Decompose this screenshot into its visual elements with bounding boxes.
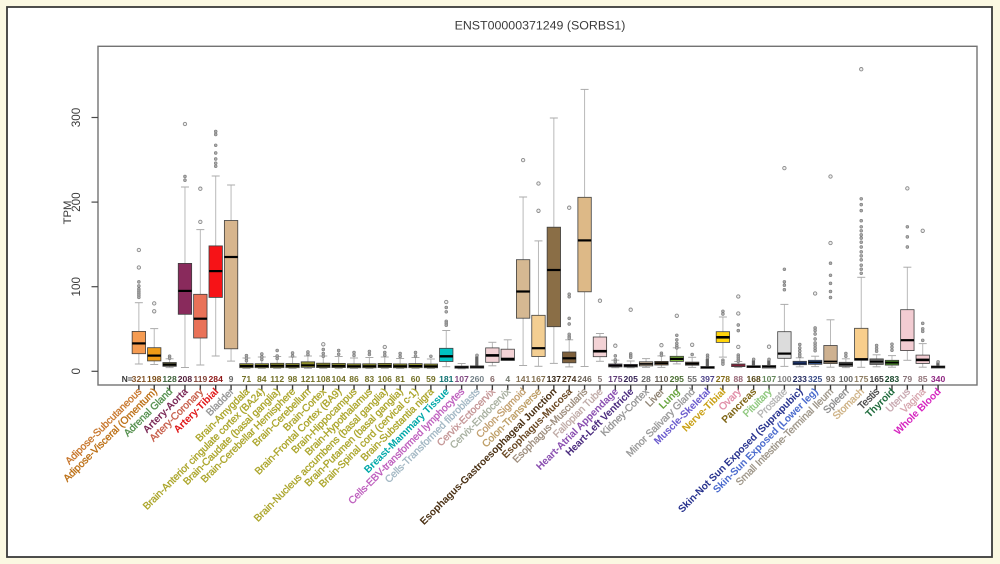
svg-text:79: 79 — [903, 374, 913, 384]
svg-text:88: 88 — [733, 374, 743, 384]
svg-text:106: 106 — [378, 374, 393, 384]
svg-text:181: 181 — [439, 374, 454, 384]
svg-text:397: 397 — [700, 374, 715, 384]
svg-text:83: 83 — [365, 374, 375, 384]
svg-text:71: 71 — [242, 374, 252, 384]
svg-text:165: 165 — [869, 374, 884, 384]
svg-text:9: 9 — [229, 374, 234, 384]
svg-text:100: 100 — [70, 276, 83, 296]
svg-text:85: 85 — [918, 374, 928, 384]
svg-text:175: 175 — [608, 374, 623, 384]
svg-text:167: 167 — [531, 374, 546, 384]
svg-text:93: 93 — [826, 374, 836, 384]
svg-text:5: 5 — [598, 374, 603, 384]
svg-text:4: 4 — [505, 374, 510, 384]
svg-text:107: 107 — [454, 374, 469, 384]
svg-text:205: 205 — [624, 374, 639, 384]
svg-text:325: 325 — [808, 374, 823, 384]
svg-text:278: 278 — [716, 374, 731, 384]
svg-text:274: 274 — [562, 374, 577, 384]
svg-text:60: 60 — [411, 374, 421, 384]
svg-text:ENST00000371249 (SORBS1): ENST00000371249 (SORBS1) — [455, 19, 626, 33]
svg-text:283: 283 — [885, 374, 900, 384]
svg-text:198: 198 — [147, 374, 162, 384]
svg-text:321: 321 — [132, 374, 147, 384]
svg-text:TPM: TPM — [62, 201, 74, 225]
svg-text:N=: N= — [122, 374, 133, 384]
svg-text:86: 86 — [349, 374, 359, 384]
svg-text:300: 300 — [70, 107, 83, 127]
svg-text:0: 0 — [70, 368, 83, 375]
svg-text:208: 208 — [178, 374, 193, 384]
svg-text:128: 128 — [162, 374, 177, 384]
svg-text:6: 6 — [490, 374, 495, 384]
svg-text:110: 110 — [654, 374, 668, 384]
svg-text:98: 98 — [288, 374, 298, 384]
svg-text:340: 340 — [931, 374, 946, 384]
svg-text:81: 81 — [395, 374, 405, 384]
svg-text:55: 55 — [687, 374, 697, 384]
svg-text:141: 141 — [516, 374, 531, 384]
svg-text:112: 112 — [270, 374, 284, 384]
svg-text:100: 100 — [777, 374, 792, 384]
svg-text:100: 100 — [839, 374, 854, 384]
svg-text:233: 233 — [793, 374, 808, 384]
svg-text:168: 168 — [746, 374, 761, 384]
svg-text:284: 284 — [209, 374, 224, 384]
svg-text:295: 295 — [670, 374, 685, 384]
svg-text:175: 175 — [854, 374, 869, 384]
svg-text:28: 28 — [641, 374, 651, 384]
svg-text:246: 246 — [577, 374, 592, 384]
svg-text:121: 121 — [301, 374, 316, 384]
svg-text:137: 137 — [547, 374, 562, 384]
svg-text:107: 107 — [762, 374, 777, 384]
svg-text:108: 108 — [316, 374, 331, 384]
svg-text:119: 119 — [193, 374, 207, 384]
svg-text:260: 260 — [470, 374, 485, 384]
svg-text:104: 104 — [331, 374, 346, 384]
svg-text:59: 59 — [426, 374, 436, 384]
svg-text:200: 200 — [70, 192, 83, 212]
svg-text:84: 84 — [257, 374, 267, 384]
